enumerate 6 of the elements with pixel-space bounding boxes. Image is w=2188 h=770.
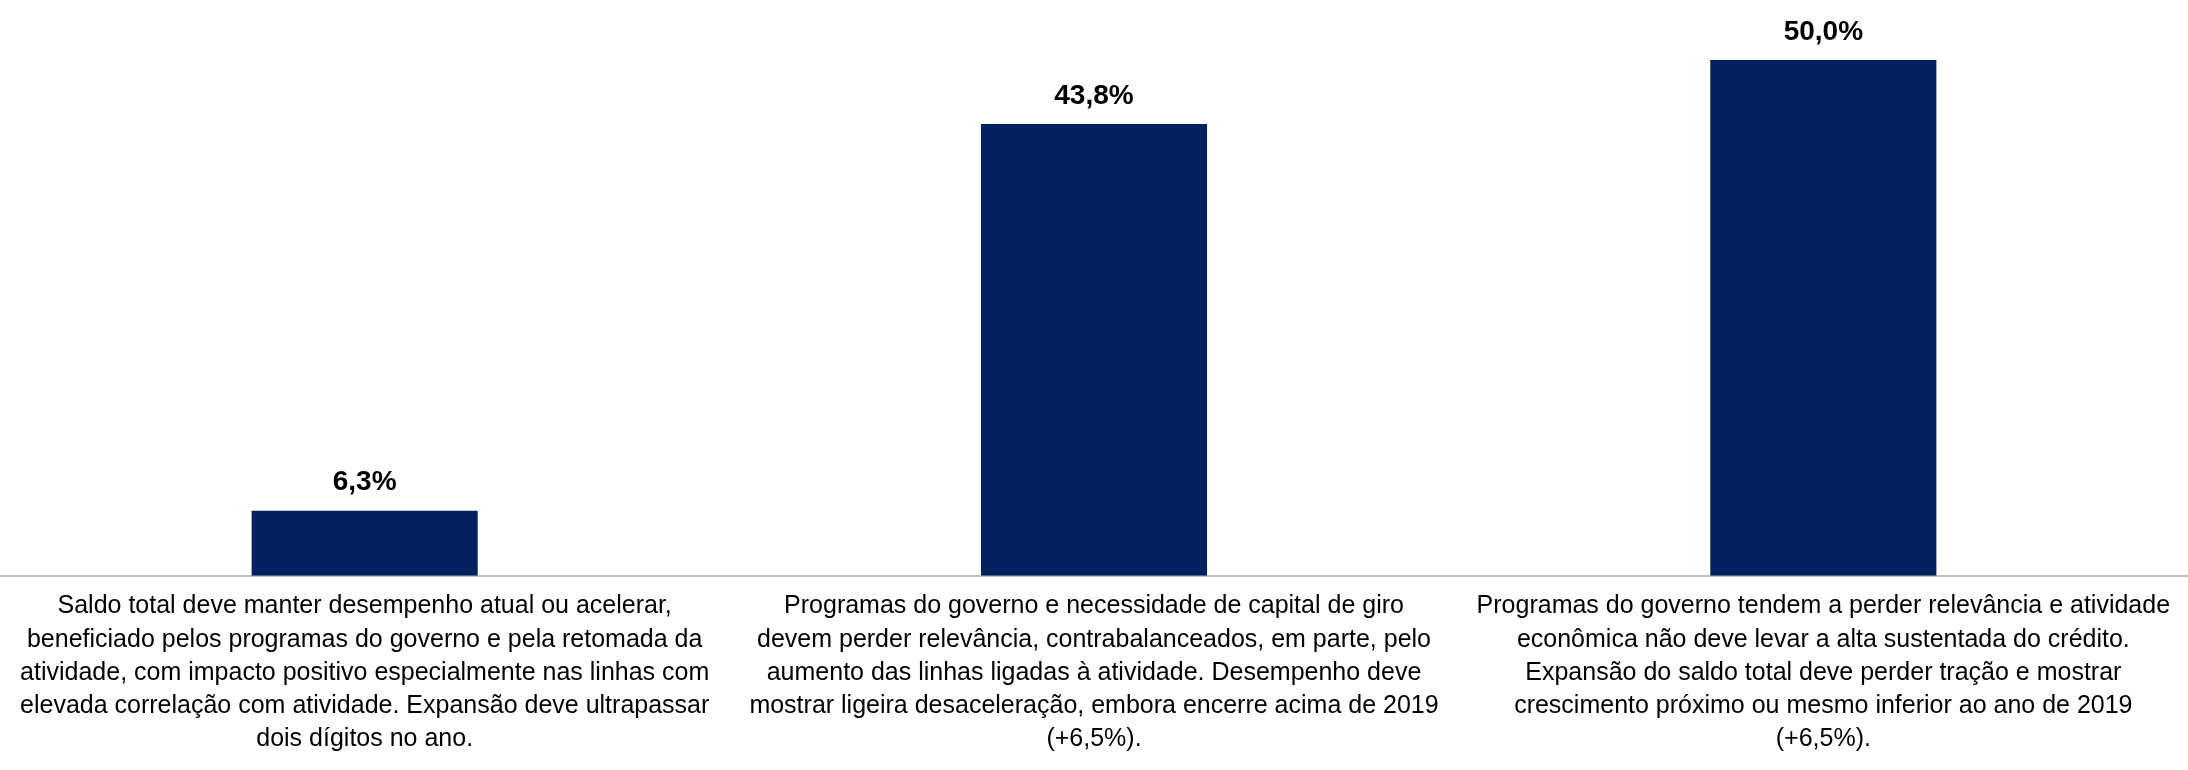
x-tick-label: Programas do governo e necessidade de capital de giro devem perder relevância, contrabalanceados, em parte, pelo aumento das linhas ligadas à atividade. Desempenho deve mostrar ligeira desaceleração, embora encerre acima de 2019 (+6,5%). [749, 590, 1439, 752]
data-label: 6,3% [332, 465, 397, 497]
x-tick-label: Programas do governo tendem a perder relevância e atividade econômica não deve levar a alta sustentada do crédito. Expansão do saldo total deve perder tração e mostrar crescimento próximo ou mesmo inferior ao ano de 2019 (+6,5%). [1476, 590, 2171, 752]
data-label: 50,0% [1783, 14, 1864, 46]
data-label: 43,8% [1054, 78, 1134, 110]
x-tick-label: Saldo total deve manter desempenho atual ou acelerar, beneficiado pelos programas do governo e pela retomada da atividade, com impacto positivo especialmente nas linhas com elevada correlação com atividade. Expansão deve ultrapassar dois dígitos no ano. [20, 590, 710, 752]
